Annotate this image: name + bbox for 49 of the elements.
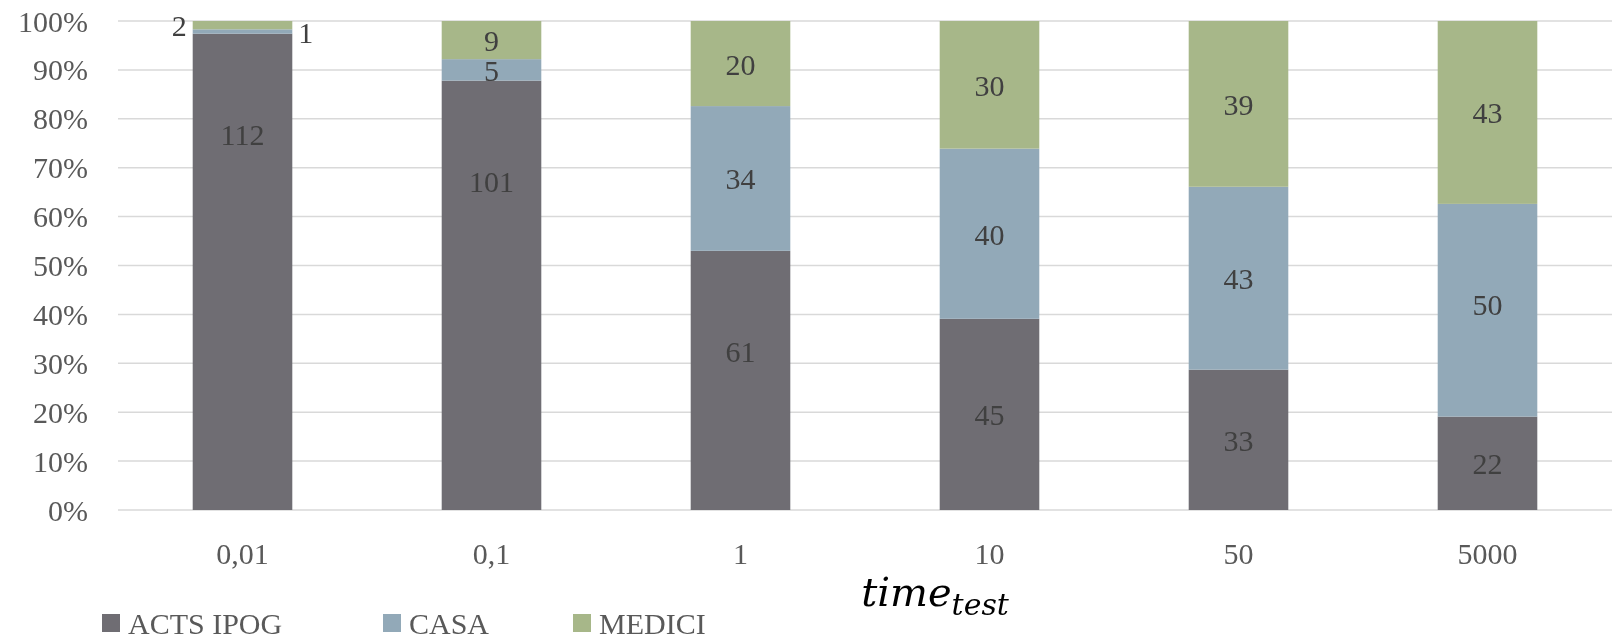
bar — [690, 250, 791, 510]
bar — [441, 80, 542, 510]
legend-label: CASA — [409, 606, 490, 639]
bar — [939, 148, 1040, 319]
y-tick-label: 30% — [33, 346, 88, 380]
x-tick-label: 10 — [974, 536, 1005, 570]
bar — [441, 21, 542, 60]
annotation: 34 — [725, 161, 756, 195]
annotation: 39 — [1223, 87, 1254, 121]
legend-label: ACTS IPOG — [128, 606, 283, 639]
x-tick-label: 1 — [733, 536, 748, 570]
bar — [939, 318, 1040, 510]
bar — [1437, 21, 1538, 204]
y-tick-label: 40% — [33, 297, 88, 331]
annotation: 40 — [974, 217, 1005, 251]
y-tick-label: 90% — [33, 53, 88, 87]
annotation: 1 — [298, 15, 314, 49]
annotation: 20 — [725, 47, 756, 81]
bar — [441, 59, 542, 81]
y-tick-label: 20% — [33, 395, 88, 429]
y-tick-label: 0% — [48, 493, 88, 527]
bar — [1437, 416, 1538, 510]
y-tick-label: 60% — [33, 200, 88, 234]
bar — [1188, 21, 1289, 187]
x-tick-label: 0,1 — [472, 536, 511, 570]
x-tick-label: 50 — [1223, 536, 1254, 570]
annotation: 50 — [1472, 287, 1503, 321]
annotation: 30 — [974, 68, 1005, 102]
legend-label: MEDICI — [599, 606, 706, 639]
bar — [690, 106, 791, 251]
y-tick-label: 10% — [33, 444, 88, 478]
bar — [192, 33, 293, 510]
bar — [1188, 186, 1289, 370]
annotation: 43 — [1472, 95, 1503, 129]
annotation: 2 — [171, 8, 187, 42]
y-tick-label: 70% — [33, 151, 88, 185]
y-tick-label: 100% — [18, 4, 88, 38]
bar — [192, 21, 293, 30]
annotation: 43 — [1223, 261, 1254, 295]
bar — [1188, 369, 1289, 510]
x-tick-label: 0,01 — [216, 536, 269, 570]
x-axis-title: time$_{test}$ — [861, 569, 1010, 622]
bar — [192, 29, 293, 34]
y-tick-label: 50% — [33, 249, 88, 282]
bar — [690, 21, 791, 107]
bar — [1437, 203, 1538, 417]
x-tick-label: 5000 — [1457, 536, 1518, 570]
y-tick-label: 80% — [33, 102, 88, 136]
bar — [939, 21, 1040, 149]
